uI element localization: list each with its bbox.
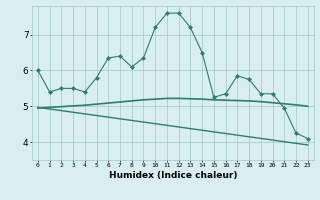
X-axis label: Humidex (Indice chaleur): Humidex (Indice chaleur) — [108, 171, 237, 180]
